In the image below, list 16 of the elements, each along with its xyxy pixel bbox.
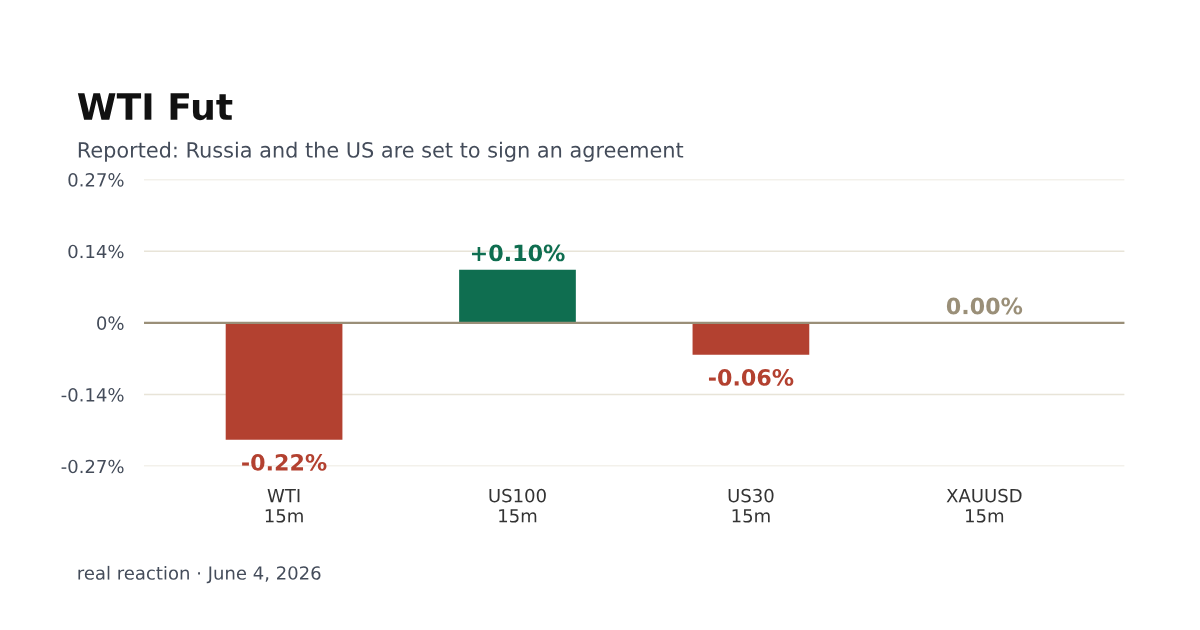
y-tick-label: 0.14% bbox=[68, 244, 124, 259]
text: real reaction · June 4, 2026 bbox=[78, 565, 321, 584]
data-label: +0.10% bbox=[471, 244, 565, 262]
y-tick-label: 0.27% bbox=[68, 173, 124, 187]
chart-subtitle: Reported: Russia and the US are set to sign an agreement bbox=[78, 141, 684, 162]
y-tick-label: -0.14% bbox=[61, 388, 124, 402]
y-tick-label: 0% bbox=[97, 316, 124, 330]
x-tick-label: US30 15m bbox=[728, 488, 774, 523]
data-label: 0.00% bbox=[946, 297, 1023, 315]
x-tick-label: US100 15m bbox=[489, 488, 546, 523]
x-tick-label: WTI 15m bbox=[265, 488, 303, 523]
data-label: -0.06% bbox=[708, 369, 794, 386]
chart-title: WTI Fut bbox=[77, 93, 233, 121]
x-tick-label: XAUUSD 15m bbox=[946, 488, 1022, 523]
data-label: -0.22% bbox=[242, 453, 327, 471]
y-tick-label: -0.27% bbox=[61, 459, 124, 474]
